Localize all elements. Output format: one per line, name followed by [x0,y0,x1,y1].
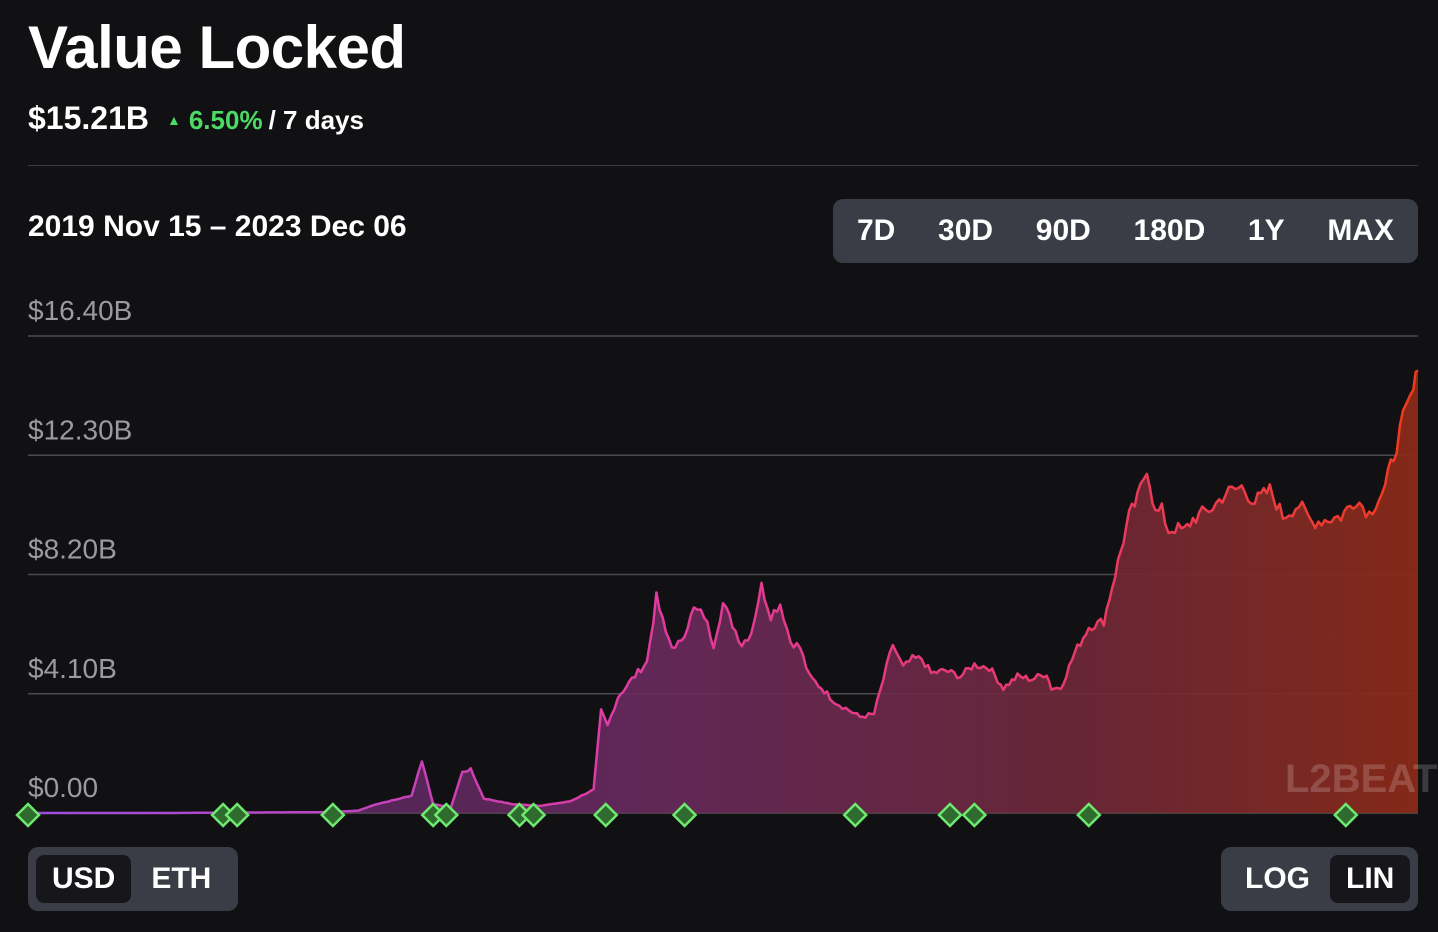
milestone-marker[interactable] [961,802,988,828]
y-tick-label: $0.00 [28,772,98,803]
tvl-change-period: / 7 days [268,105,364,135]
milestone-marker[interactable] [224,802,250,828]
milestone-marker[interactable] [1333,802,1359,828]
milestone-marker[interactable] [15,802,41,828]
tab-90d[interactable]: 90D [1035,214,1091,247]
milestone-marker[interactable] [433,802,460,828]
tvl-chart[interactable]: $16.40B $12.30B $8.20B $4.10B $0.00 L2BEAT [0,0,1438,840]
unit-usd-option[interactable]: USD [36,855,132,903]
tab-30d[interactable]: 30D [938,214,994,247]
tab-180d[interactable]: 180D [1133,214,1206,247]
tvl-value: $15.21B [28,100,149,136]
tvl-summary: $15.21B ▲ 6.50% / 7 days [28,100,364,137]
milestone-marker[interactable] [937,802,963,828]
milestone-marker[interactable] [592,802,619,828]
scale-toggle: LOG LIN [1221,847,1418,911]
page-title: Value Locked [28,14,406,81]
tvl-area [28,370,1418,813]
l2beat-watermark: L2BEAT [1285,757,1438,801]
tab-7d[interactable]: 7D [857,214,896,247]
tvl-line [28,369,1419,815]
scale-lin-option[interactable]: LIN [1330,855,1411,903]
header-divider [28,165,1418,166]
time-range-selector: 7D 30D 90D 180D 1Y MAX [833,199,1418,263]
unit-eth-option[interactable]: ETH [151,862,212,895]
tab-1y[interactable]: 1Y [1247,214,1285,247]
milestone-marker[interactable] [320,802,346,828]
tab-max[interactable]: MAX [1327,214,1394,247]
milestone-marker[interactable] [842,802,869,828]
y-tick-label: $8.20B [28,534,117,565]
unit-toggle: USD ETH [28,847,238,911]
y-tick-label: $16.40B [28,295,132,326]
tvl-change: 6.50% [188,105,263,135]
scale-log-option[interactable]: LOG [1245,862,1310,895]
date-range: 2019 Nov 15 – 2023 Dec 06 [28,210,407,243]
arrow-up-icon: ▲ [166,112,181,128]
y-tick-label: $4.10B [28,653,117,684]
milestone-marker[interactable] [1076,802,1102,828]
milestone-marker[interactable] [520,802,547,828]
y-tick-label: $12.30B [28,414,132,445]
milestone-marker[interactable] [671,802,698,828]
